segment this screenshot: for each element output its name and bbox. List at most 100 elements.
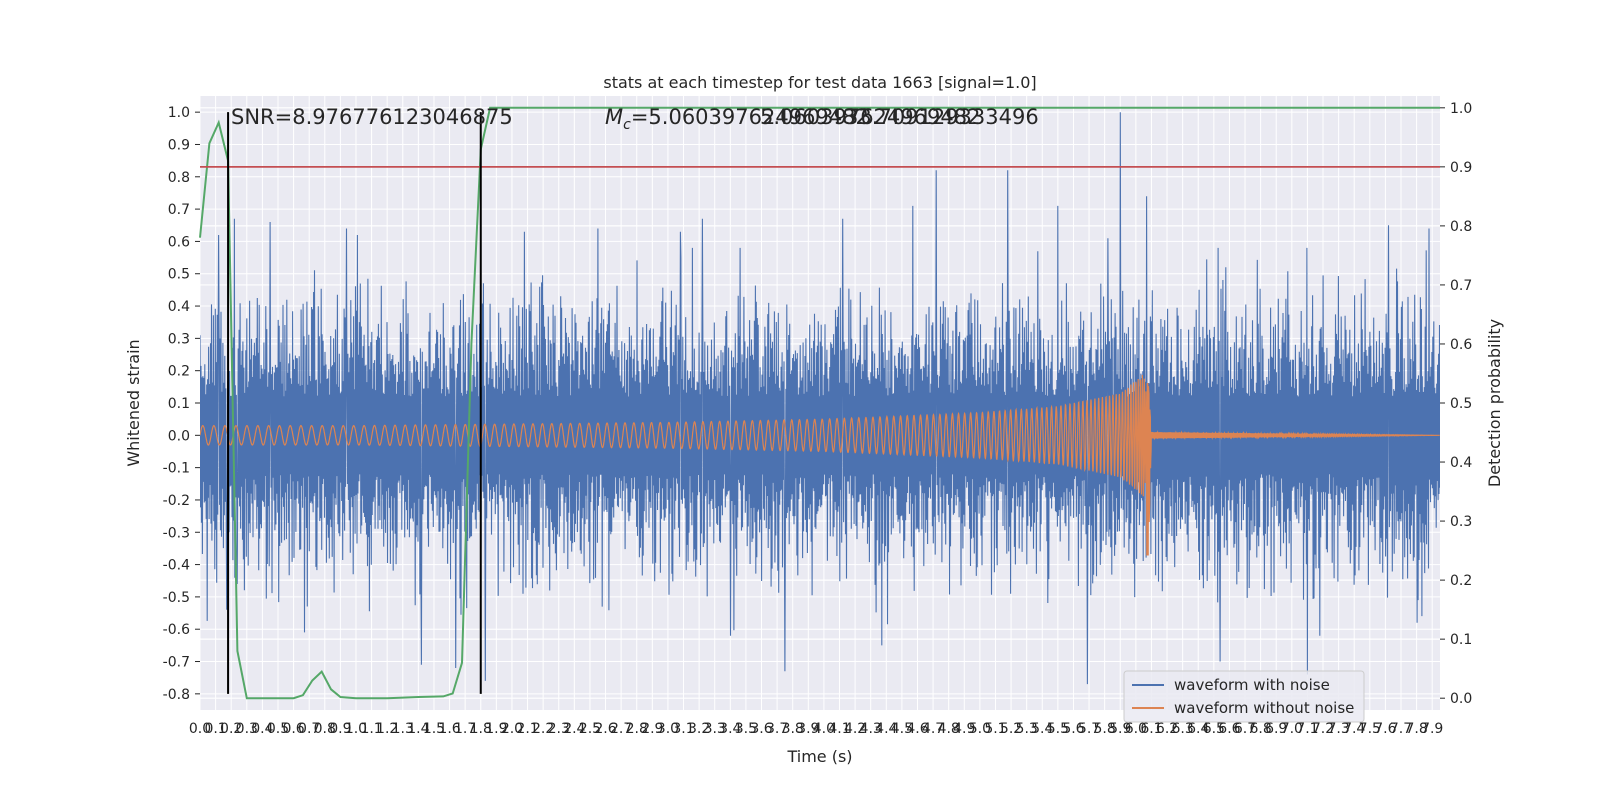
x-tick-label: 5.4 xyxy=(1031,721,1053,737)
x-tick-label: 7.7 xyxy=(1390,721,1412,737)
x-axis-ticks: 0.00.10.20.30.40.50.60.70.80.91.01.11.21… xyxy=(189,721,1443,737)
x-tick-label: 4.9 xyxy=(953,721,975,737)
y-tick-label: -0.2 xyxy=(163,493,190,509)
y-tick-label: -0.3 xyxy=(163,525,190,541)
x-tick-label: 1.5 xyxy=(423,721,445,737)
x-tick-label: 0.6 xyxy=(282,721,304,737)
x-tick-label: 3.8 xyxy=(782,721,804,737)
x-tick-label: 2.7 xyxy=(610,721,632,737)
y2-tick-label: 1.0 xyxy=(1450,101,1472,117)
mass-annotation-overlap-2: 33.709129333496 xyxy=(845,105,1039,129)
x-tick-label: 7.0 xyxy=(1281,721,1303,737)
x-tick-label: 6.5 xyxy=(1203,721,1225,737)
x-tick-label: 3.1 xyxy=(672,721,694,737)
y-tick-label: 0.5 xyxy=(168,267,190,283)
snr-annotation: SNR=8.976776123046875 xyxy=(231,105,513,129)
x-tick-label: 2.2 xyxy=(532,721,554,737)
y-tick-label: 1.0 xyxy=(168,105,190,121)
x-tick-label: 2.4 xyxy=(563,721,585,737)
x-tick-label: 5.2 xyxy=(1000,721,1022,737)
x-axis-label: Time (s) xyxy=(786,747,852,766)
x-tick-label: 2.6 xyxy=(594,721,616,737)
y-tick-label: 0.6 xyxy=(168,234,190,250)
detection-probability-line xyxy=(199,106,1440,700)
x-tick-label: 5.6 xyxy=(1062,721,1084,737)
x-tick-label: 5.9 xyxy=(1109,721,1131,737)
clean-waveform-line xyxy=(200,374,1440,556)
x-tick-label: 4.3 xyxy=(860,721,882,737)
x-tick-label: 3.5 xyxy=(735,721,757,737)
y-tick-label: 0.7 xyxy=(168,202,190,218)
y2-axis-ticks: 0.0 0.1 0.2 0.3 0.4 0.5 0.6 0.7 0.8 0.9 1.0 xyxy=(1440,101,1472,707)
x-tick-label: 1.8 xyxy=(470,721,492,737)
x-tick-label: 3.6 xyxy=(750,721,772,737)
x-tick-label: 6.1 xyxy=(1140,721,1162,737)
y-tick-label: -0.1 xyxy=(163,461,190,477)
x-tick-label: 1.2 xyxy=(376,721,398,737)
x-tick-label: 6.0 xyxy=(1125,721,1147,737)
x-tick-label: 7.4 xyxy=(1343,721,1365,737)
x-tick-label: 2.3 xyxy=(548,721,570,737)
x-tick-label: 0.1 xyxy=(204,721,226,737)
chirp-mass-symbol: M xyxy=(605,105,623,129)
x-tick-label: 0.2 xyxy=(220,721,242,737)
x-tick-label: 3.3 xyxy=(704,721,726,737)
x-tick-label: 5.7 xyxy=(1078,721,1100,737)
y2-axis-label: Detection probability xyxy=(1485,319,1504,487)
y2-tick-label: 0.4 xyxy=(1450,455,1472,471)
x-tick-label: 1.6 xyxy=(438,721,460,737)
legend: waveform with noise waveform without noi… xyxy=(1123,670,1365,723)
x-tick-label: 4.1 xyxy=(828,721,850,737)
x-tick-label: 6.3 xyxy=(1172,721,1194,737)
y-tick-label: 0.0 xyxy=(168,428,190,444)
x-tick-label: 2.0 xyxy=(501,721,523,737)
x-tick-label: 2.8 xyxy=(626,721,648,737)
x-tick-label: 1.0 xyxy=(345,721,367,737)
x-tick-label: 4.4 xyxy=(875,721,897,737)
x-tick-label: 1.9 xyxy=(485,721,507,737)
x-tick-label: 2.1 xyxy=(516,721,538,737)
y2-tick-label: 0.1 xyxy=(1450,632,1472,648)
x-tick-label: 4.6 xyxy=(906,721,928,737)
y2-tick-label: 0.9 xyxy=(1450,160,1472,176)
x-tick-label: 2.5 xyxy=(579,721,601,737)
x-tick-label: 7.1 xyxy=(1296,721,1318,737)
y-axis-ticks: -0.8 -0.7 -0.6 -0.5 -0.4 -0.3 -0.2 -0.1 0.0 0.1 0.… xyxy=(163,105,200,703)
x-tick-label: 6.2 xyxy=(1156,721,1178,737)
y-axis-label: Whitened strain xyxy=(124,339,143,466)
y-tick-label: 0.1 xyxy=(168,396,190,412)
y2-tick-label: 0.6 xyxy=(1450,337,1472,353)
x-tick-label: 5.8 xyxy=(1094,721,1116,737)
chart-title: stats at each timestep for test data 166… xyxy=(603,73,1036,92)
series-waveform-with-noise xyxy=(200,112,1440,685)
y-tick-label: 0.8 xyxy=(168,170,190,186)
x-tick-label: 5.5 xyxy=(1047,721,1069,737)
y-tick-label: -0.8 xyxy=(163,687,190,703)
x-tick-label: 1.3 xyxy=(392,721,414,737)
y-tick-label: 0.2 xyxy=(168,364,190,380)
x-tick-label: 6.4 xyxy=(1187,721,1209,737)
x-tick-label: 4.0 xyxy=(813,721,835,737)
y2-tick-label: 0.8 xyxy=(1450,219,1472,235)
y2-tick-label: 0.3 xyxy=(1450,514,1472,530)
x-tick-label: 1.1 xyxy=(360,721,382,737)
x-tick-label: 6.7 xyxy=(1234,721,1256,737)
legend-label-without-noise: waveform without noise xyxy=(1174,699,1354,717)
y-tick-label: 0.9 xyxy=(168,137,190,153)
y-tick-label: -0.7 xyxy=(163,655,190,671)
x-tick-label: 1.4 xyxy=(407,721,429,737)
overlay-lines xyxy=(200,112,1440,694)
x-tick-label: 5.0 xyxy=(969,721,991,737)
y2-tick-label: 0.0 xyxy=(1450,691,1472,707)
x-tick-label: 6.9 xyxy=(1265,721,1287,737)
y-tick-label: -0.6 xyxy=(163,622,190,638)
y-tick-label: 0.3 xyxy=(168,331,190,347)
x-tick-label: 0.9 xyxy=(329,721,351,737)
x-tick-label: 1.7 xyxy=(454,721,476,737)
x-tick-label: 4.5 xyxy=(891,721,913,737)
x-tick-label: 3.7 xyxy=(766,721,788,737)
series-detection-probability xyxy=(199,106,1440,700)
x-tick-label: 3.0 xyxy=(657,721,679,737)
series-waveform-without-noise xyxy=(200,374,1440,556)
